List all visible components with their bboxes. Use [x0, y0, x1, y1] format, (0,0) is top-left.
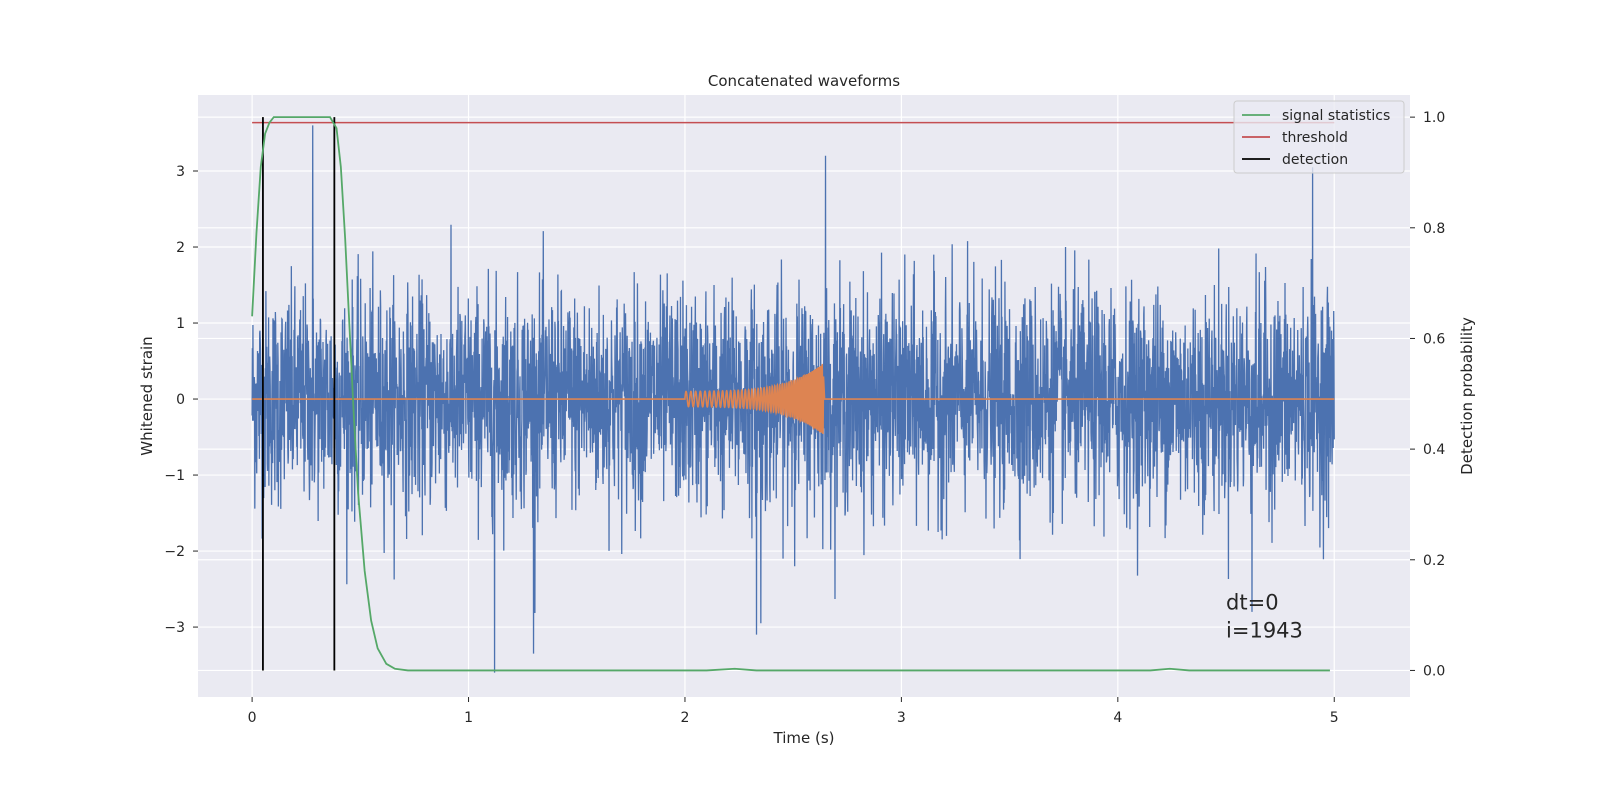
x-tick-label: 3: [897, 710, 906, 726]
y-left-tick-label: −2: [164, 544, 185, 560]
series-injection-line: [252, 363, 1335, 435]
annotation-dt: dt=0: [1226, 591, 1279, 615]
y-right-tick-label: 0.2: [1423, 553, 1445, 569]
legend-label-detection: detection: [1282, 152, 1348, 168]
y-left-tick-label: 2: [176, 240, 185, 256]
annotation-index: i=1943: [1226, 619, 1303, 643]
chart-title: Concatenated waveforms: [708, 72, 900, 90]
chart-series: [251, 116, 1335, 673]
x-axis-label: Time (s): [773, 729, 835, 747]
y-axis-label-right: Detection probability: [1458, 317, 1476, 475]
x-tick-label: 5: [1330, 710, 1339, 726]
legend-label-threshold: threshold: [1282, 130, 1348, 146]
x-tick-label: 4: [1113, 710, 1122, 726]
legend: signal statistics threshold detection: [1233, 100, 1405, 174]
y-right-tick-label: 0.0: [1423, 663, 1445, 679]
y-left-tick-label: −3: [164, 620, 185, 636]
x-tick-label: 2: [681, 710, 690, 726]
x-tick-label: 1: [464, 710, 473, 726]
series-strain-line: [251, 125, 1335, 673]
y-right-tick-label: 1.0: [1423, 110, 1445, 126]
y-right-tick-label: 0.4: [1423, 442, 1445, 458]
y-axis-label-left: Whitened strain: [138, 336, 156, 455]
y-left-tick-label: 1: [176, 316, 185, 332]
y-right-tick-label: 0.6: [1423, 331, 1445, 347]
y-left-tick-label: −1: [164, 468, 185, 484]
x-tick-label: 0: [248, 710, 257, 726]
series-signal-statistics-line: [251, 116, 1330, 672]
axis-ticks: 0 1 2 3 4 5 −3 −2 −1 0 1 2 3 0.0 0.2 0.4 0.6 0.8 1.0: [164, 110, 1445, 726]
legend-box: [1233, 100, 1405, 174]
y-left-tick-label: 3: [176, 164, 185, 180]
y-left-tick-label: 0: [176, 392, 185, 408]
legend-label-signal-statistics: signal statistics: [1282, 108, 1390, 124]
y-right-tick-label: 0.8: [1423, 221, 1445, 237]
